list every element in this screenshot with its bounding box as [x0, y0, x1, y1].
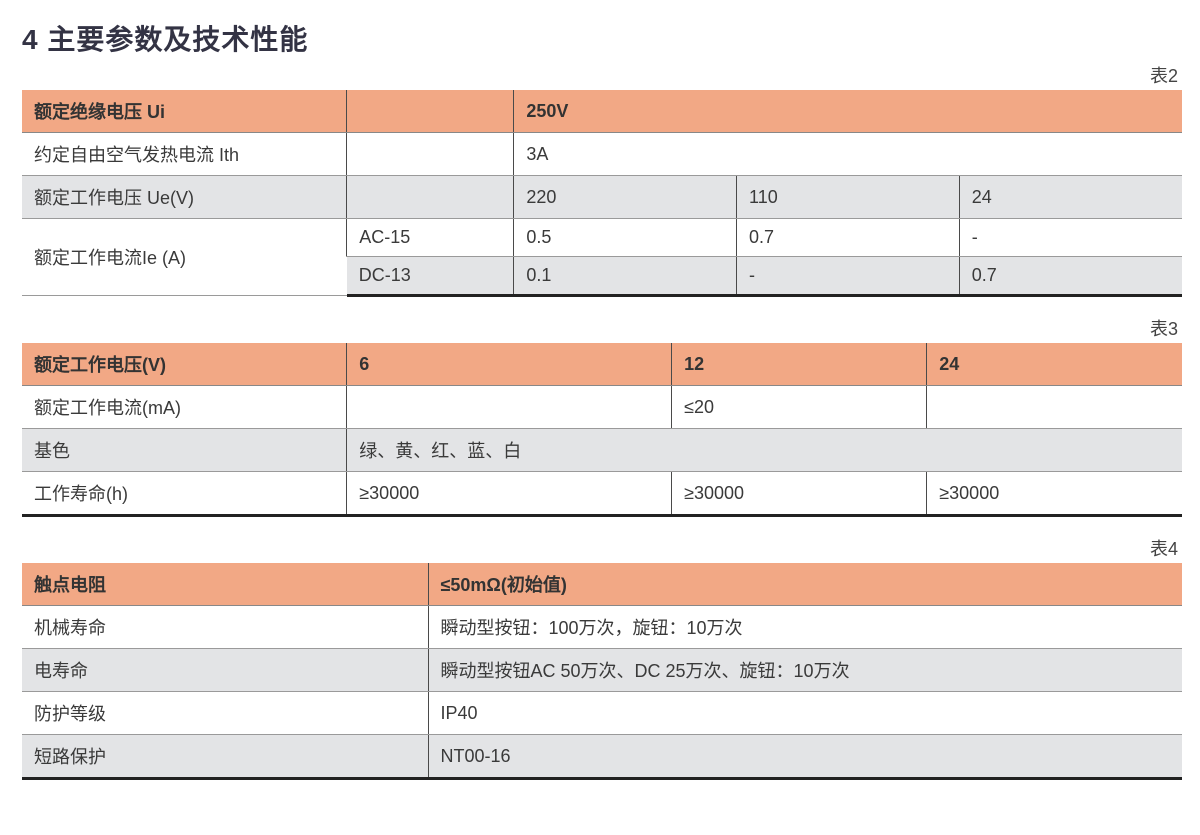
table3-row-color: 基色 绿、黄、红、蓝、白 [22, 429, 1182, 472]
t3-h1: 6 [347, 343, 672, 386]
t4-r3c0: 短路保护 [22, 735, 428, 779]
table2-row-ith: 约定自由空气发热电流 Ith 3A [22, 133, 1182, 176]
t2-r3c1: 0.1 [514, 257, 737, 296]
t3-h0: 额定工作电压(V) [22, 343, 347, 386]
t2-r1c3: 110 [737, 176, 960, 219]
t2-r1c2: 220 [514, 176, 737, 219]
t4-r2c0: 防护等级 [22, 692, 428, 735]
table4-row-ip: 防护等级 IP40 [22, 692, 1182, 735]
table2-row-ie-ac: 额定工作电流Ie (A) AC-15 0.5 0.7 - [22, 219, 1182, 257]
table4-row-elec: 电寿命 瞬动型按钮AC 50万次、DC 25万次、旋钮：10万次 [22, 649, 1182, 692]
t2-r1c0: 额定工作电压 Ue(V) [22, 176, 347, 219]
t4-r0c1: 瞬动型按钮：100万次，旋钮：10万次 [428, 606, 1182, 649]
t4-h0: 触点电阻 [22, 563, 428, 606]
t3-r2c2: ≥30000 [672, 472, 927, 516]
table4-caption: 表4 [22, 535, 1178, 561]
table4-header-row: 触点电阻 ≤50mΩ(初始值) [22, 563, 1182, 606]
table4: 触点电阻 ≤50mΩ(初始值) 机械寿命 瞬动型按钮：100万次，旋钮：10万次… [22, 563, 1182, 780]
table4-row-short: 短路保护 NT00-16 [22, 735, 1182, 779]
table3-row-life: 工作寿命(h) ≥30000 ≥30000 ≥30000 [22, 472, 1182, 516]
t4-r1c0: 电寿命 [22, 649, 428, 692]
t3-r1c0: 基色 [22, 429, 347, 472]
t4-h1: ≤50mΩ(初始值) [428, 563, 1182, 606]
section-title: 4 主要参数及技术性能 [22, 18, 1182, 58]
t2-r0c0: 约定自由空气发热电流 Ith [22, 133, 347, 176]
t4-r0c0: 机械寿命 [22, 606, 428, 649]
t2-r3c0: DC-13 [347, 257, 514, 296]
table2: 额定绝缘电压 Ui 250V 约定自由空气发热电流 Ith 3A 额定工作电压 … [22, 90, 1182, 297]
t3-r0c2: ≤20 [672, 386, 927, 429]
t3-h3: 24 [927, 343, 1182, 386]
t2-h1 [347, 90, 514, 133]
t2-r1c1 [347, 176, 514, 219]
t4-r2c1: IP40 [428, 692, 1182, 735]
t3-r2c3: ≥30000 [927, 472, 1182, 516]
t3-h2: 12 [672, 343, 927, 386]
t2-r2c0: 额定工作电流Ie (A) [22, 219, 347, 296]
t4-r3c1: NT00-16 [428, 735, 1182, 779]
t2-r0c1 [347, 133, 514, 176]
t2-r2c1: AC-15 [347, 219, 514, 257]
t2-r2c4: - [959, 219, 1182, 257]
table3-header-row: 额定工作电压(V) 6 12 24 [22, 343, 1182, 386]
t3-r2c0: 工作寿命(h) [22, 472, 347, 516]
t2-r2c2: 0.5 [514, 219, 737, 257]
t2-r1c4: 24 [959, 176, 1182, 219]
t3-r1c1: 绿、黄、红、蓝、白 [347, 429, 1182, 472]
table3: 额定工作电压(V) 6 12 24 额定工作电流(mA) ≤20 基色 绿、黄、… [22, 343, 1182, 517]
t4-r1c1: 瞬动型按钮AC 50万次、DC 25万次、旋钮：10万次 [428, 649, 1182, 692]
table3-caption: 表3 [22, 315, 1178, 341]
t3-r0c0: 额定工作电流(mA) [22, 386, 347, 429]
table4-row-mech: 机械寿命 瞬动型按钮：100万次，旋钮：10万次 [22, 606, 1182, 649]
table2-row-ue: 额定工作电压 Ue(V) 220 110 24 [22, 176, 1182, 219]
t2-r3c2: - [737, 257, 960, 296]
table3-row-ma: 额定工作电流(mA) ≤20 [22, 386, 1182, 429]
t2-r0c2: 3A [514, 133, 1182, 176]
t2-h2: 250V [514, 90, 1182, 133]
t2-r2c3: 0.7 [737, 219, 960, 257]
t2-r3c3: 0.7 [959, 257, 1182, 296]
table2-caption: 表2 [22, 62, 1178, 88]
t2-h0: 额定绝缘电压 Ui [22, 90, 347, 133]
t3-r0c3 [927, 386, 1182, 429]
t3-r0c1 [347, 386, 672, 429]
t3-r2c1: ≥30000 [347, 472, 672, 516]
table2-header-row: 额定绝缘电压 Ui 250V [22, 90, 1182, 133]
